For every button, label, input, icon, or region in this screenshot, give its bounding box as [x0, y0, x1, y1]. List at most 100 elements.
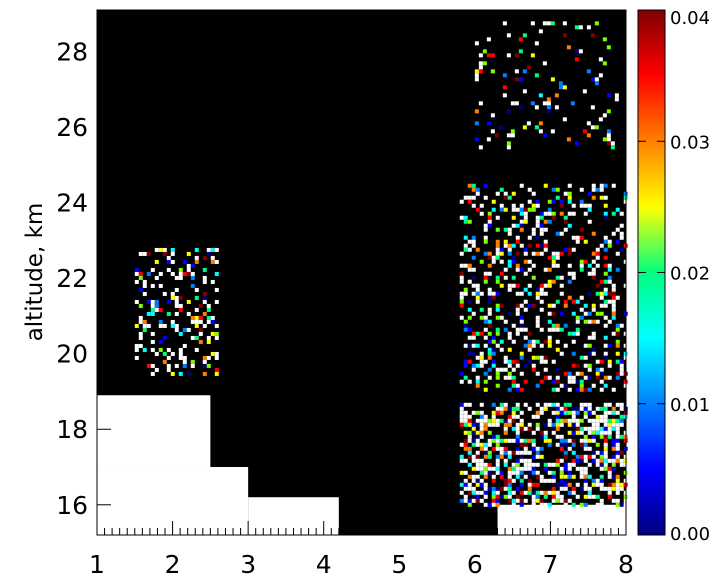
- heat-cell: [495, 303, 500, 308]
- heat-cell: [174, 303, 179, 308]
- heat-cell: [162, 291, 167, 296]
- heat-cell: [603, 299, 608, 304]
- heat-cell: [547, 279, 552, 284]
- heat-cell: [587, 454, 592, 459]
- heat-cell: [523, 498, 528, 503]
- heat-cell: [607, 275, 612, 280]
- heat-cell: [587, 351, 592, 356]
- heat-cell: [599, 183, 604, 188]
- heat-cell: [506, 145, 511, 150]
- heat-cell: [523, 287, 528, 292]
- heat-cell: [459, 251, 464, 256]
- heat-cell: [574, 141, 579, 146]
- heat-cell: [463, 442, 468, 447]
- heat-cell: [499, 283, 504, 288]
- heat-cell: [479, 331, 484, 336]
- heat-cell: [134, 299, 139, 304]
- heat-cell: [515, 263, 520, 268]
- heat-cell: [499, 247, 504, 252]
- heat-cell: [579, 187, 584, 192]
- heat-cell: [483, 450, 488, 455]
- heat-cell: [507, 482, 512, 487]
- heat-cell: [483, 227, 488, 232]
- heat-cell: [579, 259, 584, 264]
- heat-cell: [467, 402, 472, 407]
- heat-cell: [531, 414, 536, 419]
- heat-cell: [515, 462, 520, 467]
- heat-cell: [550, 129, 555, 134]
- heat-cell: [507, 363, 512, 368]
- heat-cell: [507, 470, 512, 475]
- heat-cell: [527, 339, 532, 344]
- heat-cell: [586, 133, 591, 138]
- heat-cell: [535, 235, 540, 240]
- heat-cell: [531, 466, 536, 471]
- heat-cell: [538, 29, 543, 34]
- heat-cell: [519, 319, 524, 324]
- heat-cell: [611, 311, 616, 316]
- heat-cell: [535, 474, 540, 479]
- x-tick-label: 1: [89, 550, 105, 579]
- heat-cell: [579, 267, 584, 272]
- heat-cell: [134, 355, 139, 360]
- heat-cell: [531, 438, 536, 443]
- heat-cell: [554, 105, 559, 110]
- heat-cell: [551, 215, 556, 220]
- heat-cell: [583, 211, 588, 216]
- heat-cell: [190, 319, 195, 324]
- heat-cell: [619, 231, 624, 236]
- heat-cell: [586, 25, 591, 30]
- heat-cell: [495, 291, 500, 296]
- heat-cell: [463, 414, 468, 419]
- heat-cell: [214, 259, 219, 264]
- heat-cell: [587, 494, 592, 499]
- heat-cell: [475, 191, 480, 196]
- heat-cell: [487, 223, 492, 228]
- heat-cell: [475, 450, 480, 455]
- heat-cell: [567, 371, 572, 376]
- heat-cell: [539, 343, 544, 348]
- heat-cell: [487, 299, 492, 304]
- heat-cell: [607, 474, 612, 479]
- heat-cell: [615, 426, 620, 431]
- heat-cell: [499, 303, 504, 308]
- heat-cell: [607, 434, 612, 439]
- heat-cell: [543, 359, 548, 364]
- heat-cell: [599, 498, 604, 503]
- heat-cell: [591, 231, 596, 236]
- heat-cell: [162, 247, 167, 252]
- heat-cell: [495, 307, 500, 312]
- heat-cell: [603, 279, 608, 284]
- heat-cell: [559, 446, 564, 451]
- heat-cell: [527, 187, 532, 192]
- heat-cell: [598, 57, 603, 62]
- heat-cell: [539, 498, 544, 503]
- heat-cell: [474, 137, 479, 142]
- heat-cell: [527, 486, 532, 491]
- heat-cell: [535, 215, 540, 220]
- heat-cell: [471, 291, 476, 296]
- heat-cell: [515, 494, 520, 499]
- heat-cell: [567, 223, 572, 228]
- heat-cell: [603, 434, 608, 439]
- heat-cell: [515, 291, 520, 296]
- heat-cell: [503, 367, 508, 372]
- heat-cell: [491, 199, 496, 204]
- heat-cell: [510, 133, 515, 138]
- heat-cell: [519, 466, 524, 471]
- heat-cell: [599, 311, 604, 316]
- heat-cell: [499, 494, 504, 499]
- heat-cell: [463, 263, 468, 268]
- heat-cell: [559, 211, 564, 216]
- heat-cell: [523, 450, 528, 455]
- heat-cell: [518, 49, 523, 54]
- heat-cell: [479, 466, 484, 471]
- heat-cell: [474, 69, 479, 74]
- heat-cell: [599, 482, 604, 487]
- heat-cell: [479, 426, 484, 431]
- heat-cell: [583, 442, 588, 447]
- heat-cell: [559, 478, 564, 483]
- heat-cell: [531, 343, 536, 348]
- heat-cell: [463, 247, 468, 252]
- heat-cell: [495, 458, 500, 463]
